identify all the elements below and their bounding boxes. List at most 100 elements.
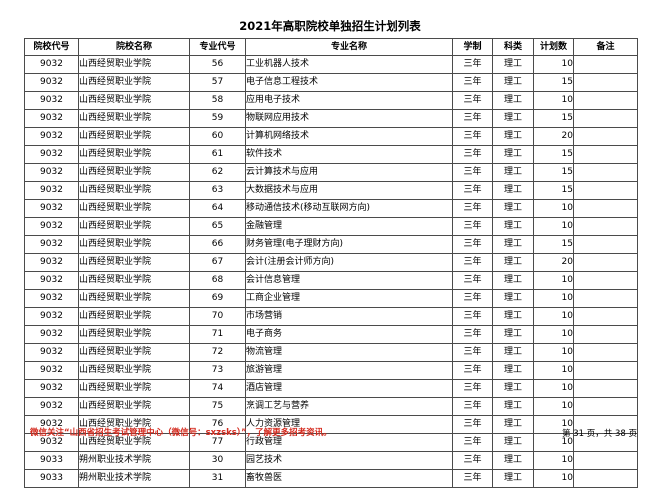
cell-category: 理工 — [492, 271, 534, 290]
cell-school-code: 9033 — [24, 469, 79, 488]
cell-remark — [573, 235, 638, 254]
cell-category: 理工 — [492, 145, 534, 164]
cell-school-name: 山西经贸职业学院 — [78, 361, 190, 380]
cell-category: 理工 — [492, 415, 534, 434]
cell-category: 理工 — [492, 325, 534, 344]
cell-remark — [573, 379, 638, 398]
cell-remark — [573, 451, 638, 470]
cell-major-code: 62 — [189, 163, 246, 182]
table-row: 9032 山西经贸职业学院 71 电子商务 三年 理工 10 — [24, 325, 638, 344]
cell-school-name: 山西经贸职业学院 — [78, 127, 190, 146]
cell-plan-count: 15 — [533, 73, 574, 92]
cell-major-code: 75 — [189, 397, 246, 416]
cell-plan-count: 15 — [533, 145, 574, 164]
cell-major-code: 74 — [189, 379, 246, 398]
cell-school-name: 山西经贸职业学院 — [78, 109, 190, 128]
cell-remark — [573, 343, 638, 362]
cell-remark — [573, 109, 638, 128]
cell-plan-count: 10 — [533, 271, 574, 290]
cell-major-code: 69 — [189, 289, 246, 308]
table-row: 9032 山西经贸职业学院 74 酒店管理 三年 理工 10 — [24, 379, 638, 398]
cell-school-name: 山西经贸职业学院 — [78, 163, 190, 182]
page-number: 第 31 页，共 38 页 — [562, 429, 637, 439]
footer-note: 微信关注“山西省招生考试管理中心（微信号：sxzsks）”，了解更多招考资讯。 — [30, 428, 332, 438]
cell-plan-count: 10 — [533, 199, 574, 218]
cell-duration: 三年 — [452, 235, 493, 254]
cell-duration: 三年 — [452, 451, 493, 470]
cell-school-code: 9032 — [24, 307, 79, 326]
cell-duration: 三年 — [452, 163, 493, 182]
cell-school-code: 9032 — [24, 397, 79, 416]
column-header-major-name: 专业名称 — [245, 38, 453, 56]
cell-major-name: 大数据技术与应用 — [245, 181, 453, 200]
cell-major-name: 金融管理 — [245, 217, 453, 236]
table-header-row: 院校代号 院校名称 专业代号 专业名称 学制 科类 计划数 备注 — [24, 38, 638, 56]
cell-plan-count: 10 — [533, 325, 574, 344]
cell-school-code: 9032 — [24, 55, 79, 74]
cell-category: 理工 — [492, 181, 534, 200]
cell-duration: 三年 — [452, 343, 493, 362]
cell-major-name: 烹调工艺与营养 — [245, 397, 453, 416]
document-page: 2021年高职院校单独招生计划列表 院校代号 院校名称 专业代号 专业名称 学 — [24, 19, 638, 488]
cell-major-name: 会计信息管理 — [245, 271, 453, 290]
cell-school-code: 9032 — [24, 379, 79, 398]
cell-school-name: 山西经贸职业学院 — [78, 325, 190, 344]
cell-school-name: 山西经贸职业学院 — [78, 271, 190, 290]
cell-major-code: 67 — [189, 253, 246, 272]
cell-duration: 三年 — [452, 109, 493, 128]
cell-duration: 三年 — [452, 379, 493, 398]
cell-duration: 三年 — [452, 325, 493, 344]
cell-category: 理工 — [492, 433, 534, 452]
cell-major-name: 会计(注册会计师方向) — [245, 253, 453, 272]
column-header-category: 科类 — [492, 38, 534, 56]
cell-major-name: 电子商务 — [245, 325, 453, 344]
cell-remark — [573, 325, 638, 344]
cell-major-code: 72 — [189, 343, 246, 362]
cell-remark — [573, 307, 638, 326]
cell-remark — [573, 397, 638, 416]
cell-plan-count: 10 — [533, 217, 574, 236]
cell-major-name: 电子信息工程技术 — [245, 73, 453, 92]
cell-category: 理工 — [492, 163, 534, 182]
cell-school-code: 9032 — [24, 181, 79, 200]
cell-major-name: 云计算技术与应用 — [245, 163, 453, 182]
cell-school-code: 9032 — [24, 325, 79, 344]
cell-major-name: 物流管理 — [245, 343, 453, 362]
table-row: 9032 山西经贸职业学院 70 市场营销 三年 理工 10 — [24, 307, 638, 326]
cell-category: 理工 — [492, 55, 534, 74]
table-row: 9032 山西经贸职业学院 68 会计信息管理 三年 理工 10 — [24, 271, 638, 290]
cell-major-code: 64 — [189, 199, 246, 218]
cell-major-code: 63 — [189, 181, 246, 200]
cell-plan-count: 20 — [533, 253, 574, 272]
table-row: 9032 山西经贸职业学院 69 工商企业管理 三年 理工 10 — [24, 289, 638, 308]
cell-plan-count: 10 — [533, 397, 574, 416]
cell-category: 理工 — [492, 469, 534, 488]
cell-category: 理工 — [492, 199, 534, 218]
cell-remark — [573, 361, 638, 380]
cell-major-name: 市场营销 — [245, 307, 453, 326]
cell-remark — [573, 163, 638, 182]
cell-duration: 三年 — [452, 307, 493, 326]
cell-school-name: 山西经贸职业学院 — [78, 199, 190, 218]
table-row: 9032 山西经贸职业学院 62 云计算技术与应用 三年 理工 15 — [24, 163, 638, 182]
cell-major-name: 旅游管理 — [245, 361, 453, 380]
cell-category: 理工 — [492, 289, 534, 308]
cell-major-code: 73 — [189, 361, 246, 380]
column-header-school-code: 院校代号 — [24, 38, 79, 56]
cell-duration: 三年 — [452, 271, 493, 290]
table-row: 9032 山西经贸职业学院 73 旅游管理 三年 理工 10 — [24, 361, 638, 380]
cell-major-code: 61 — [189, 145, 246, 164]
cell-major-code: 59 — [189, 109, 246, 128]
cell-school-code: 9032 — [24, 361, 79, 380]
cell-plan-count: 15 — [533, 235, 574, 254]
cell-major-code: 68 — [189, 271, 246, 290]
cell-remark — [573, 145, 638, 164]
cell-school-code: 9032 — [24, 253, 79, 272]
cell-plan-count: 10 — [533, 451, 574, 470]
cell-duration: 三年 — [452, 127, 493, 146]
cell-major-name: 工商企业管理 — [245, 289, 453, 308]
cell-duration: 三年 — [452, 199, 493, 218]
cell-duration: 三年 — [452, 73, 493, 92]
cell-major-code: 60 — [189, 127, 246, 146]
cell-plan-count: 20 — [533, 127, 574, 146]
